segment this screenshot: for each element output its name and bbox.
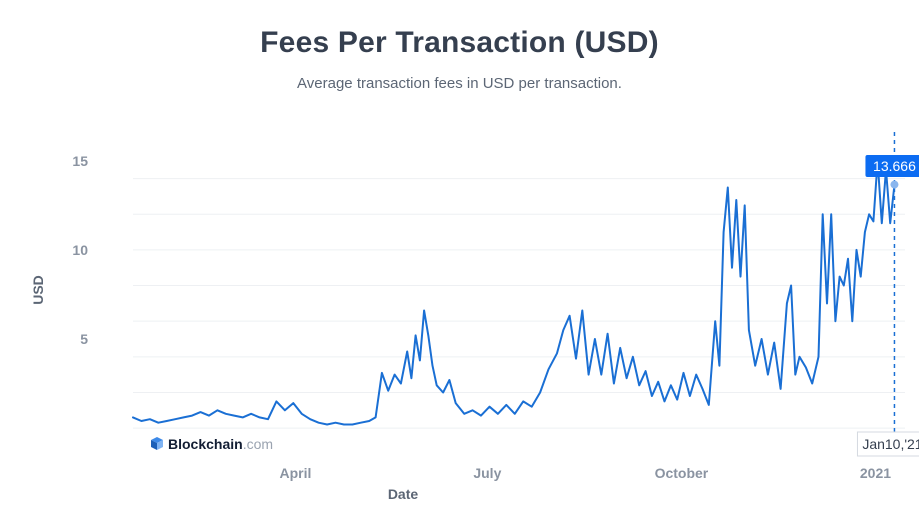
chart-title: Fees Per Transaction (USD) — [260, 26, 659, 59]
x-tick-label: July — [473, 465, 501, 481]
y-tick-label: 10 — [72, 242, 88, 258]
watermark-text: Blockchain.com — [168, 436, 273, 452]
hover-date-label: Jan10,'21 — [856, 431, 919, 457]
y-axis-ticks: 5 10 15 — [72, 153, 88, 347]
watermark-suffix: .com — [243, 436, 273, 452]
value-tooltip: 13.666 — [865, 155, 919, 177]
x-tick-label: April — [279, 465, 311, 481]
hover-point — [890, 180, 899, 189]
y-axis-title: USD — [30, 275, 46, 305]
series-line-fees — [132, 159, 896, 426]
chart-subtitle: Average transaction fees in USD per tran… — [297, 75, 622, 92]
blockchain-watermark: Blockchain.com — [151, 436, 273, 452]
x-axis-ticks: April July October 2021 — [279, 465, 891, 481]
blockchain-logo-icon — [151, 437, 163, 450]
y-tick-label: 15 — [72, 153, 88, 169]
watermark-brand: Blockchain — [168, 436, 243, 452]
grid-lines — [133, 178, 905, 429]
tooltip-value: 13.666 — [873, 158, 916, 174]
x-axis-title: Date — [388, 486, 419, 502]
x-tick-label: 2021 — [860, 465, 891, 481]
x-tick-label: October — [655, 465, 709, 481]
hover-date-text: Jan10,'21 — [862, 436, 919, 452]
y-tick-label: 5 — [80, 331, 88, 347]
